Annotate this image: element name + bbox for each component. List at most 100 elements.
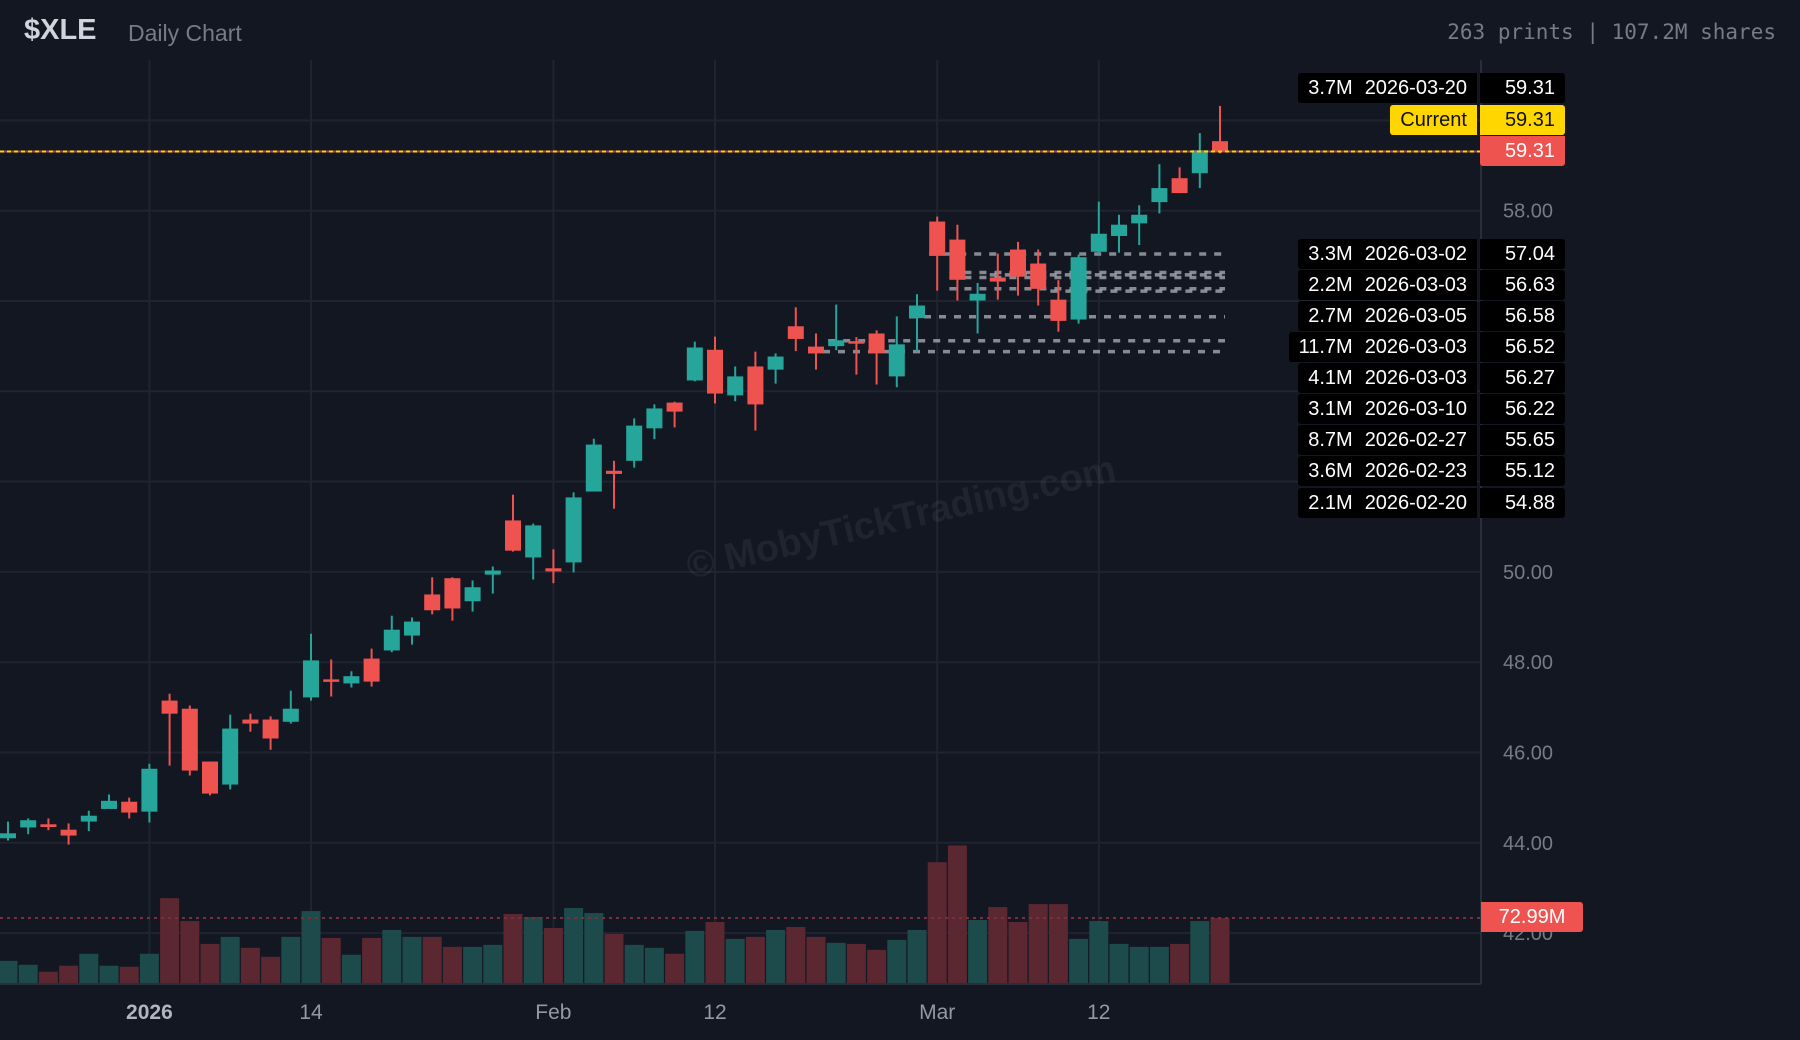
candle-body	[606, 470, 622, 474]
volume-bar	[786, 926, 806, 983]
volume-bar	[806, 936, 826, 983]
level-label: 2.7M 2026-03-05 56.58	[0, 301, 1800, 331]
price-tick-label: 50.00	[1503, 562, 1553, 584]
volume-bar	[968, 919, 988, 983]
level-date: 2026-02-27	[1364, 429, 1467, 451]
level-label: 11.7M 2026-03-03 56.52	[0, 332, 1800, 362]
volume-bar	[240, 947, 260, 983]
candle-body	[969, 293, 986, 301]
volume-bar	[1210, 917, 1230, 983]
level-date: 2026-03-02	[1364, 243, 1467, 265]
candle-body	[909, 305, 925, 319]
candle-body	[222, 728, 239, 785]
candle-body	[343, 676, 360, 684]
level-price: 56.58	[1480, 301, 1565, 331]
volume-bar	[38, 971, 58, 983]
volume-bar	[321, 937, 341, 983]
current-price: 59.31	[1480, 105, 1565, 135]
level-volume: 3.6M	[1308, 460, 1353, 482]
candle-body	[1070, 257, 1087, 320]
candle-body	[262, 719, 279, 739]
volume-bar	[1008, 921, 1028, 983]
candle-body	[565, 497, 582, 563]
candle-body	[404, 621, 420, 636]
volume-bar	[1129, 946, 1149, 983]
candle-body	[202, 761, 218, 794]
level-label: 3.3M 2026-03-02 57.04	[0, 239, 1800, 269]
volume-bar	[119, 966, 139, 983]
volume-bar	[442, 946, 462, 983]
volume-bar	[624, 944, 644, 983]
volume-bar	[1109, 943, 1129, 983]
candle-body	[444, 578, 461, 609]
candle-body	[646, 408, 663, 429]
level-volume: 3.7M	[1308, 77, 1353, 99]
level-volume: 2.2M	[1308, 274, 1353, 296]
candle-body	[424, 594, 441, 611]
volume-bar	[483, 944, 503, 983]
volume-bar	[523, 917, 543, 983]
level-price: 54.88	[1480, 488, 1565, 518]
volume-bar	[99, 965, 119, 983]
candle-body	[707, 349, 723, 394]
candle-body	[626, 425, 643, 461]
volume-bar	[79, 953, 99, 983]
level-price: 56.22	[1480, 394, 1565, 424]
volume-bar	[584, 913, 604, 983]
candle-body	[1131, 214, 1148, 224]
time-tick-label: 2026	[126, 1001, 173, 1024]
level-date: 2026-02-20	[1364, 492, 1467, 514]
candle-body	[888, 344, 905, 377]
level-price: 56.63	[1480, 270, 1565, 300]
volume-bar	[665, 953, 685, 983]
volume-bar	[1149, 946, 1169, 983]
level-date: 2026-03-10	[1364, 398, 1467, 420]
level-price: 55.65	[1480, 425, 1565, 455]
candle-body	[141, 768, 158, 812]
level-date: 2026-03-03	[1364, 367, 1467, 389]
candle-body	[1191, 150, 1208, 174]
level-date: 2026-03-20	[1364, 77, 1467, 99]
candle-body	[101, 800, 117, 809]
candle-body	[0, 833, 16, 839]
candle-body	[1050, 299, 1067, 321]
symbol-title: $XLE	[24, 14, 97, 46]
candle-body	[40, 824, 57, 827]
volume-bar	[543, 927, 563, 983]
volume-bar	[139, 953, 159, 983]
candle-body	[929, 221, 946, 256]
level-volume: 8.7M	[1308, 429, 1353, 451]
level-label: 3.7M 2026-03-20 59.31	[0, 73, 1800, 103]
volume-bar	[887, 939, 907, 983]
volume-bar	[59, 965, 79, 983]
candle-body	[808, 346, 824, 354]
volume-bar	[422, 936, 442, 983]
volume-bar	[1048, 904, 1068, 983]
prints-stats: 263 prints | 107.2M shares	[1447, 20, 1776, 44]
current-price-label: Current 59.31	[0, 105, 1800, 135]
candle-body	[767, 356, 784, 370]
last-price-label: 59.31	[0, 136, 1800, 166]
volume-bar	[766, 929, 786, 983]
candle-body	[282, 708, 299, 722]
candle-body	[1030, 263, 1047, 289]
candle-body	[161, 700, 178, 714]
volume-bar	[725, 938, 745, 983]
volume-bar	[362, 937, 382, 983]
volume-bar	[463, 946, 483, 983]
candle-body	[1010, 249, 1026, 277]
price-tick-label: 46.00	[1503, 743, 1553, 765]
time-axis[interactable]: 2026 14 Feb 12 Mar 12	[126, 1001, 1110, 1024]
candles	[0, 105, 1228, 845]
candle-body	[747, 366, 764, 405]
time-tick-label: Feb	[535, 1001, 571, 1024]
candle-body	[60, 829, 77, 836]
candle-body	[242, 719, 259, 724]
candle-body	[787, 326, 804, 339]
volume-bar	[200, 943, 220, 983]
volume-bar	[261, 956, 281, 983]
volume-bar	[564, 908, 584, 983]
level-label: 8.7M 2026-02-27 55.65	[0, 425, 1800, 455]
candle-body	[1111, 224, 1127, 236]
